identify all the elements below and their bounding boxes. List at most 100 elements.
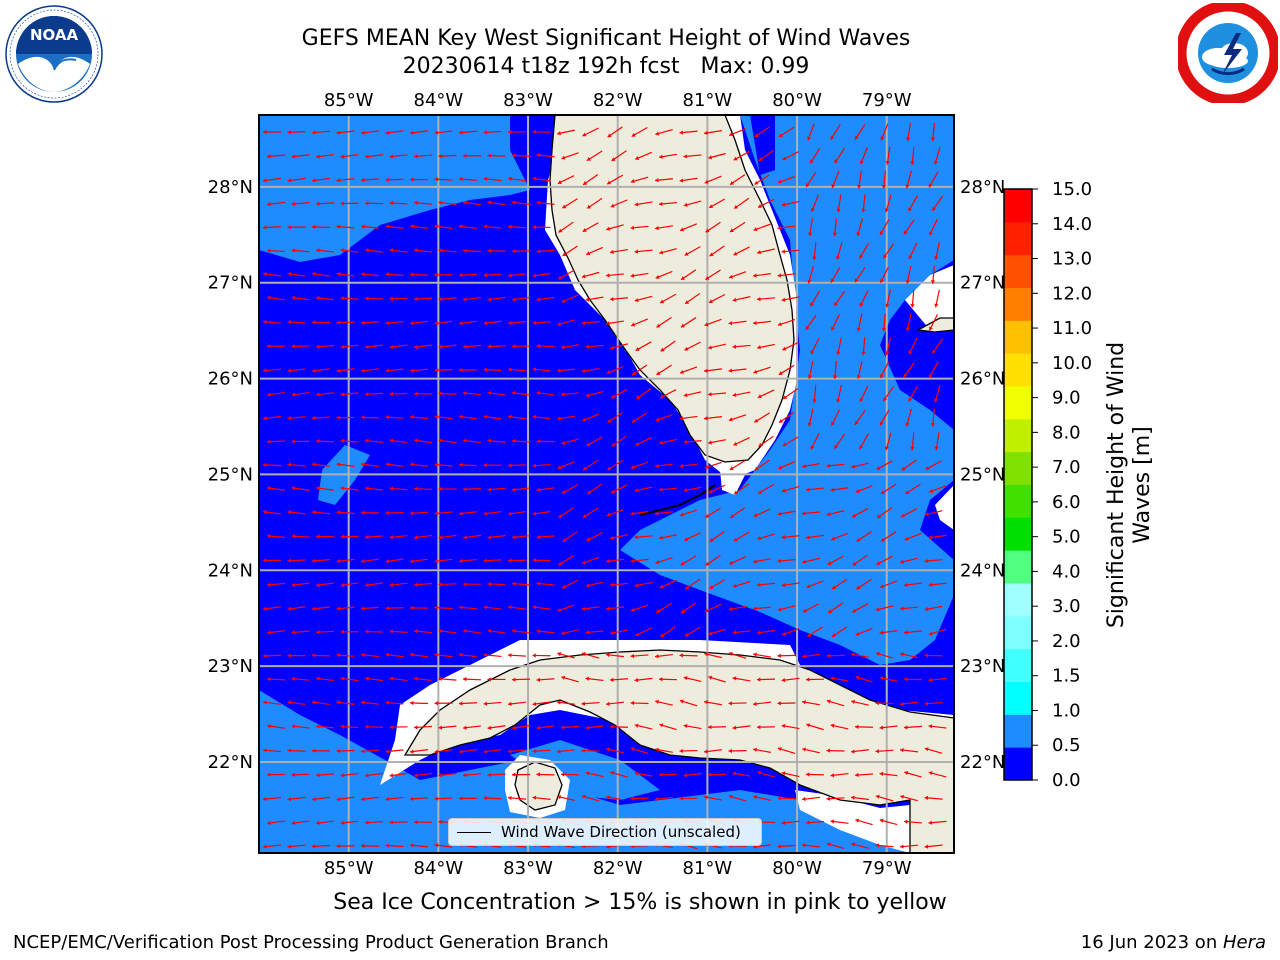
lon-label-bottom: 82°W <box>593 858 643 879</box>
wind-wave-arrow <box>438 296 457 302</box>
wind-wave-arrow <box>708 343 726 350</box>
wind-wave-arrow <box>679 223 698 232</box>
wind-wave-arrow <box>557 269 575 280</box>
wind-wave-arrow <box>458 224 478 229</box>
wind-wave-arrow <box>607 459 623 471</box>
wind-wave-arrow <box>507 701 527 706</box>
wind-wave-arrow <box>704 130 722 135</box>
wind-wave-arrow <box>581 320 600 326</box>
wind-wave-arrow <box>729 221 746 233</box>
wind-wave-arrow <box>606 795 624 801</box>
wind-wave-arrow <box>900 508 918 518</box>
colorbar: 0.0 0.5 1.0 1.5 2.0 3.0 4.0 5.0 6.0 7.0 8.0 9.0 10.0… <box>1003 179 1092 791</box>
wind-wave-arrow <box>291 630 310 635</box>
lon-label-top: 82°W <box>593 90 643 111</box>
wind-wave-arrow <box>487 200 506 206</box>
wind-wave-arrow <box>582 459 599 471</box>
wind-wave-arrow <box>360 320 380 325</box>
wind-wave-arrow <box>908 242 918 260</box>
wind-wave-arrow <box>754 412 770 423</box>
florida-keys <box>639 484 716 516</box>
wind-wave-arrow <box>266 439 286 444</box>
wind-wave-arrow <box>532 701 551 707</box>
wind-wave-arrow <box>585 246 604 256</box>
wind-wave-arrow <box>413 819 433 825</box>
wind-wave-arrow <box>536 153 555 158</box>
wind-wave-arrow <box>856 313 863 332</box>
wind-wave-arrow <box>413 629 433 634</box>
wind-wave-arrow <box>630 653 649 659</box>
noaa-logo: NOAA <box>5 5 103 103</box>
wind-wave-arrow <box>360 272 380 277</box>
credit-date: 16 Jun 2023 on <box>1080 932 1223 953</box>
wind-wave-arrow <box>683 200 702 207</box>
wind-wave-arrow <box>385 510 404 516</box>
wind-wave-arrow <box>262 558 282 563</box>
wind-wave-arrow <box>581 413 600 422</box>
wind-wave-arrow <box>483 510 502 516</box>
wind-wave-arrow <box>835 242 843 260</box>
colorbar-swatch <box>1004 221 1032 256</box>
wind-wave-arrow <box>508 605 526 610</box>
wind-wave-arrow <box>364 201 384 206</box>
wind-wave-arrow <box>434 796 453 801</box>
wind-wave-arrow <box>806 723 824 731</box>
wind-wave-arrow <box>360 796 380 802</box>
wind-wave-arrow <box>532 795 551 800</box>
lat-label-left: 28°N <box>208 177 253 198</box>
wind-wave-arrow <box>315 295 335 301</box>
wind-wave-arrow <box>336 320 355 325</box>
wind-wave-arrow <box>312 796 330 802</box>
wind-wave-arrow <box>704 603 722 613</box>
wind-wave-arrow <box>781 627 800 636</box>
wind-wave-arrow <box>410 224 428 230</box>
wind-wave-arrow <box>512 296 530 302</box>
wind-wave-arrow <box>826 699 845 707</box>
wind-wave-arrow <box>316 153 334 159</box>
wind-wave-arrow <box>885 337 891 356</box>
wind-wave-arrow <box>581 701 600 706</box>
wind-wave-arrow <box>511 535 531 540</box>
wind-wave-arrow <box>606 224 624 231</box>
wind-wave-arrow <box>781 535 800 540</box>
wind-wave-arrow <box>728 605 747 612</box>
wind-wave-arrow <box>605 606 625 611</box>
wind-wave-arrow <box>311 510 331 515</box>
wind-wave-arrow <box>733 483 750 495</box>
wind-wave-arrow <box>291 154 310 159</box>
wind-wave-arrow <box>287 415 306 421</box>
colorbar-swatch <box>1004 320 1032 354</box>
wind-wave-arrow <box>336 510 355 515</box>
wind-wave-arrow <box>438 344 457 349</box>
wind-wave-arrow <box>611 150 627 162</box>
wind-wave-arrow <box>655 225 673 231</box>
wind-wave-arrow <box>364 772 384 778</box>
wind-wave-arrow <box>933 146 941 165</box>
wind-wave-arrow <box>340 248 359 253</box>
wind-wave-arrow <box>413 582 433 587</box>
lat-label-right: 28°N <box>960 177 1005 198</box>
wind-wave-arrow <box>511 581 531 586</box>
wind-wave-arrow <box>581 368 600 373</box>
wind-wave-arrow <box>631 127 648 137</box>
wind-wave-arrow <box>906 123 911 141</box>
wind-wave-arrow <box>903 677 923 682</box>
wind-wave-arrow <box>360 700 380 705</box>
wind-wave-arrow <box>781 723 800 730</box>
wind-wave-arrow <box>360 224 380 229</box>
wind-wave-arrow <box>830 676 849 682</box>
wind-wave-arrow <box>459 748 477 754</box>
wind-wave-arrow <box>879 580 898 589</box>
colorbar-title: Significant Height of Wind Waves [m] <box>1104 341 1155 629</box>
wind-wave-arrow <box>458 558 478 564</box>
wind-wave-arrow <box>781 485 800 493</box>
wind-wave-arrow <box>609 296 629 302</box>
wind-wave-arrow <box>511 772 531 777</box>
wind-wave-arrow <box>315 248 335 253</box>
wind-wave-arrow <box>389 438 408 444</box>
wind-wave-arrow <box>385 796 404 802</box>
wind-wave-arrow <box>311 606 331 611</box>
wind-wave-arrow <box>389 772 408 778</box>
wind-wave-arrow <box>409 605 429 611</box>
wind-wave-arrow <box>507 749 527 754</box>
